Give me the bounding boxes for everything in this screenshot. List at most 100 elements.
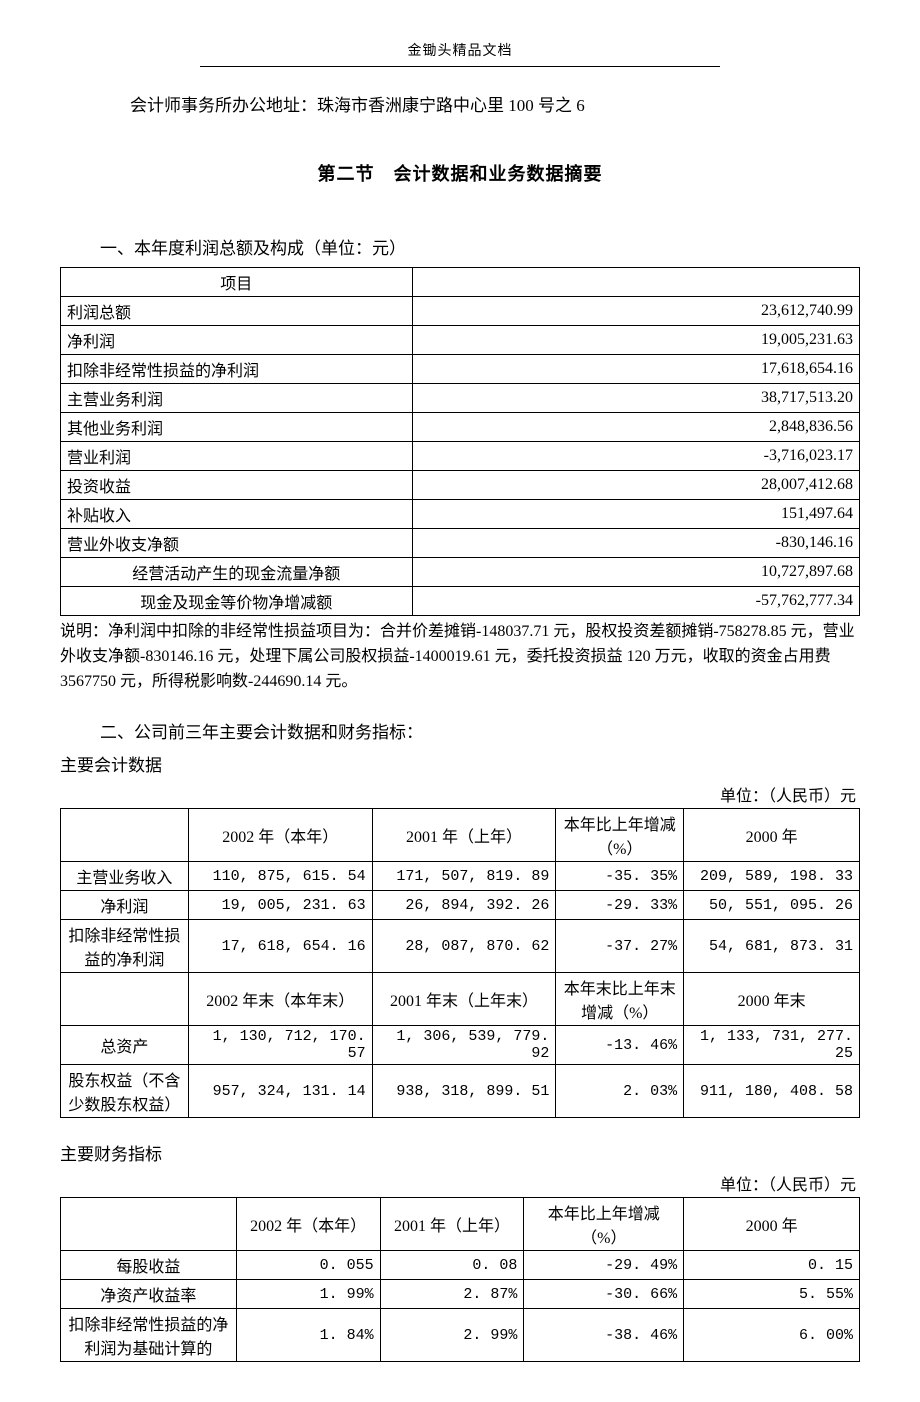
table-row: 营业利润-3,716,023.17 — [61, 442, 860, 471]
unit-label-1: 单位：（人民币）元 — [60, 782, 856, 806]
part1-footnote: 说明：净利润中扣除的非经常性损益项目为：合并价差摊销-148037.71 元，股… — [60, 620, 860, 694]
table-row: 营业外收支净额-830,146.16 — [61, 529, 860, 558]
val-change: -38. 46% — [524, 1309, 684, 1362]
table-row: 净资产收益率1. 99%2. 87%-30. 66%5. 55% — [61, 1280, 860, 1309]
val-2000: 209, 589, 198. 33 — [684, 862, 860, 891]
item-label: 扣除非经常性损益的净利润 — [61, 355, 413, 384]
val-change: -29. 33% — [556, 891, 684, 920]
table-row: 每股收益0. 0550. 08-29. 49%0. 15 — [61, 1251, 860, 1280]
val-2000: 6. 00% — [684, 1309, 860, 1362]
val-change: 2. 03% — [556, 1065, 684, 1118]
item-label: 补贴收入 — [61, 500, 413, 529]
th-2001-c: 2001 年（上年） — [380, 1198, 524, 1251]
section-2-title: 第二节 会计数据和业务数据摘要 — [60, 160, 860, 186]
th-blank — [61, 809, 189, 862]
val-change: -30. 66% — [524, 1280, 684, 1309]
val-2002: 110, 875, 615. 54 — [188, 862, 372, 891]
item-value: 23,612,740.99 — [412, 297, 859, 326]
part2-heading: 二、公司前三年主要会计数据和财务指标： — [100, 718, 860, 743]
th-2001-end: 2001 年末（上年末） — [372, 973, 556, 1026]
table-subheader-row: 2002 年末（本年末） 2001 年末（上年末） 本年末比上年末增减（%） 2… — [61, 973, 860, 1026]
val-2002: 0. 055 — [236, 1251, 380, 1280]
th-change-end: 本年末比上年末增减（%） — [556, 973, 684, 1026]
val-change: -35. 35% — [556, 862, 684, 891]
item-label: 营业利润 — [61, 442, 413, 471]
val-2000: 54, 681, 873. 31 — [684, 920, 860, 973]
table-row: 主营业务收入110, 875, 615. 54171, 507, 819. 89… — [61, 862, 860, 891]
val-2000: 0. 15 — [684, 1251, 860, 1280]
th-2002: 2002 年（本年） — [188, 809, 372, 862]
val-2002: 957, 324, 131. 14 — [188, 1065, 372, 1118]
val-2001: 0. 08 — [380, 1251, 524, 1280]
item-label: 投资收益 — [61, 471, 413, 500]
val-2000: 5. 55% — [684, 1280, 860, 1309]
table-row: 现金及现金等价物净增减额-57,762,777.34 — [61, 587, 860, 616]
item-label: 其他业务利润 — [61, 413, 413, 442]
row-label: 主营业务收入 — [61, 862, 189, 891]
val-change: -13. 46% — [556, 1026, 684, 1065]
document-page: 金锄头精品文档 会计师事务所办公地址：珠海市香洲康宁路中心里 100 号之 6 … — [0, 0, 920, 1402]
th-2002-c: 2002 年（本年） — [236, 1198, 380, 1251]
item-label: 利润总额 — [61, 297, 413, 326]
financial-indicators-table: 2002 年（本年） 2001 年（上年） 本年比上年增减（%） 2000 年 … — [60, 1197, 860, 1362]
item-label: 现金及现金等价物净增减额 — [61, 587, 413, 616]
th-change: 本年比上年增减（%） — [556, 809, 684, 862]
item-value: 17,618,654.16 — [412, 355, 859, 384]
th-change-c: 本年比上年增减（%） — [524, 1198, 684, 1251]
th-2002-end: 2002 年末（本年末） — [188, 973, 372, 1026]
table-header-row: 2002 年（本年） 2001 年（上年） 本年比上年增减（%） 2000 年 — [61, 1198, 860, 1251]
item-value: 2,848,836.56 — [412, 413, 859, 442]
item-value: 19,005,231.63 — [412, 326, 859, 355]
table-row: 扣除非经常性损益的净利润17, 618, 654. 1628, 087, 870… — [61, 920, 860, 973]
val-2002: 1. 99% — [236, 1280, 380, 1309]
th-2000-end: 2000 年末 — [684, 973, 860, 1026]
val-2001: 2. 87% — [380, 1280, 524, 1309]
table-header-row: 项目 — [61, 268, 860, 297]
item-label: 净利润 — [61, 326, 413, 355]
table-row: 股东权益（不含少数股东权益）957, 324, 131. 14938, 318,… — [61, 1065, 860, 1118]
col-header-value — [412, 268, 859, 297]
item-label: 经营活动产生的现金流量净额 — [61, 558, 413, 587]
part1-heading: 一、本年度利润总额及构成（单位：元） — [100, 234, 860, 259]
th-blank-b — [61, 973, 189, 1026]
table-row: 主营业务利润38,717,513.20 — [61, 384, 860, 413]
val-change: -29. 49% — [524, 1251, 684, 1280]
row-label: 净资产收益率 — [61, 1280, 237, 1309]
val-2000: 1, 133, 731, 277. 25 — [684, 1026, 860, 1065]
table-row: 补贴收入151,497.64 — [61, 500, 860, 529]
row-label: 每股收益 — [61, 1251, 237, 1280]
three-year-accounting-table: 2002 年（本年） 2001 年（上年） 本年比上年增减（%） 2000 年 … — [60, 808, 860, 1118]
item-value: 38,717,513.20 — [412, 384, 859, 413]
row-label: 净利润 — [61, 891, 189, 920]
item-label: 营业外收支净额 — [61, 529, 413, 558]
val-2001: 2. 99% — [380, 1309, 524, 1362]
val-2000: 50, 551, 095. 26 — [684, 891, 860, 920]
val-change: -37. 27% — [556, 920, 684, 973]
row-label: 扣除非经常性损益的净利润为基础计算的 — [61, 1309, 237, 1362]
val-2001: 938, 318, 899. 51 — [372, 1065, 556, 1118]
profit-composition-table: 项目 利润总额23,612,740.99净利润19,005,231.63扣除非经… — [60, 267, 860, 616]
page-brand-underline — [200, 66, 720, 67]
item-value: -830,146.16 — [412, 529, 859, 558]
item-value: 10,727,897.68 — [412, 558, 859, 587]
item-value: 151,497.64 — [412, 500, 859, 529]
val-2001: 28, 087, 870. 62 — [372, 920, 556, 973]
val-2001: 26, 894, 392. 26 — [372, 891, 556, 920]
val-2002: 19, 005, 231. 63 — [188, 891, 372, 920]
table-row: 扣除非经常性损益的净利润为基础计算的1. 84%2. 99%-38. 46%6.… — [61, 1309, 860, 1362]
th-2000: 2000 年 — [684, 809, 860, 862]
table-row: 其他业务利润2,848,836.56 — [61, 413, 860, 442]
item-label: 主营业务利润 — [61, 384, 413, 413]
val-2001: 1, 306, 539, 779. 92 — [372, 1026, 556, 1065]
table-row: 经营活动产生的现金流量净额10,727,897.68 — [61, 558, 860, 587]
part2-sub2: 主要财务指标 — [60, 1140, 860, 1165]
val-2000: 911, 180, 408. 58 — [684, 1065, 860, 1118]
table-header-row: 2002 年（本年） 2001 年（上年） 本年比上年增减（%） 2000 年 — [61, 809, 860, 862]
row-label: 股东权益（不含少数股东权益） — [61, 1065, 189, 1118]
val-2002: 17, 618, 654. 16 — [188, 920, 372, 973]
office-address: 会计师事务所办公地址：珠海市香洲康宁路中心里 100 号之 6 — [130, 91, 860, 116]
table-row: 扣除非经常性损益的净利润17,618,654.16 — [61, 355, 860, 384]
th-2000-c: 2000 年 — [684, 1198, 860, 1251]
col-header-item: 项目 — [61, 268, 413, 297]
th-2001: 2001 年（上年） — [372, 809, 556, 862]
